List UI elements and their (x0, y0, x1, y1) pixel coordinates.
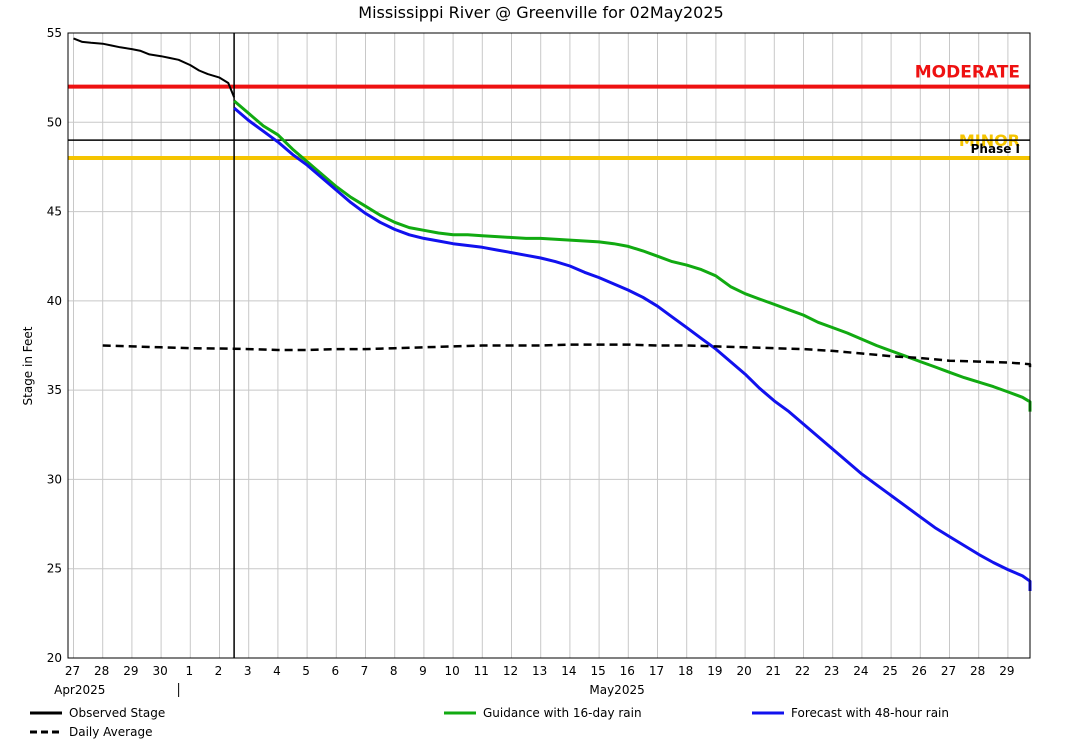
x-tick-label: 22 (795, 664, 810, 678)
x-tick-label: 17 (649, 664, 664, 678)
y-tick-label: 50 (47, 115, 62, 129)
x-tick-label: 2 (215, 664, 223, 678)
x-tick-label: 19 (707, 664, 722, 678)
y-tick-label: 25 (47, 562, 62, 576)
y-axis-label: Stage in Feet (21, 326, 35, 405)
x-tick-label: 29 (123, 664, 138, 678)
x-tick-label: 10 (444, 664, 459, 678)
x-tick-label: 12 (503, 664, 518, 678)
x-tick-label: 28 (970, 664, 985, 678)
y-tick-label: 55 (47, 26, 62, 40)
series-forecast-with-48-hour-rain (233, 106, 1032, 591)
x-tick-label: 28 (94, 664, 109, 678)
legend-label: Guidance with 16-day rain (483, 706, 642, 720)
y-tick-label: 30 (47, 472, 62, 486)
x-tick-label: 25 (882, 664, 897, 678)
series-lines (73, 37, 1032, 591)
x-tick-label: 5 (302, 664, 310, 678)
x-tick-label: 23 (824, 664, 839, 678)
x-tick-label: 30 (152, 664, 167, 678)
y-tick-label: 35 (47, 383, 62, 397)
x-tick-label: 29 (999, 664, 1014, 678)
month-label: Apr2025 (54, 683, 105, 697)
legend-label: Forecast with 48-hour rain (791, 706, 949, 720)
series-observed-stage (73, 37, 236, 98)
x-tick-label: 11 (474, 664, 489, 678)
threshold-label-moderate: MODERATE (915, 63, 1020, 83)
x-tick-label: 20 (736, 664, 751, 678)
x-tick-labels: 27 28 29 30 1 2 3 4 5 6 7 8 9 10 11 12 13 14 15 16 17 18 19 20 2… (65, 664, 1015, 678)
x-tick-label: 18 (678, 664, 693, 678)
x-tick-label: 21 (766, 664, 781, 678)
x-tick-label: 3 (244, 664, 252, 678)
y-tick-labels: 20 25 30 35 40 45 50 55 (47, 26, 62, 665)
x-tick-label: 1 (185, 664, 193, 678)
x-tick-label: 9 (419, 664, 427, 678)
x-tick-label: 27 (65, 664, 80, 678)
x-tick-label: 4 (273, 664, 281, 678)
series-guidance-with-16-day-rain (233, 99, 1032, 412)
y-tick-label: 20 (47, 651, 62, 665)
legend-label: Observed Stage (69, 706, 165, 720)
chart-title: Mississippi River @ Greenville for 02May… (358, 3, 723, 22)
x-tick-label: 14 (561, 664, 576, 678)
y-tick-label: 45 (47, 205, 62, 219)
month-labels: Apr2025 May2025 (54, 683, 645, 697)
x-tick-label: 6 (331, 664, 339, 678)
legend: Observed Stage Daily Average Guidance with… (30, 706, 949, 739)
x-tick-label: 7 (361, 664, 369, 678)
x-tick-label: 15 (590, 664, 605, 678)
x-tick-label: 13 (532, 664, 547, 678)
legend-label: Daily Average (69, 725, 152, 739)
threshold-label-phase-i: Phase I (971, 142, 1020, 156)
month-label: May2025 (589, 683, 644, 697)
x-tick-label: 16 (620, 664, 635, 678)
y-tick-label: 40 (47, 294, 62, 308)
x-tick-label: 26 (912, 664, 927, 678)
x-tick-label: 27 (941, 664, 956, 678)
x-tick-label: 8 (390, 664, 398, 678)
plot-frame (67, 32, 1031, 659)
series-daily-average (102, 343, 1032, 370)
x-tick-label: 24 (853, 664, 868, 678)
